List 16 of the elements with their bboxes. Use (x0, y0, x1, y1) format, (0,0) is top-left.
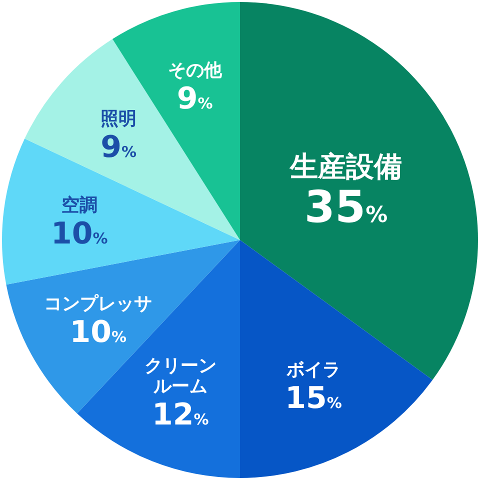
data-label: 10% (51, 216, 108, 252)
data-label: 35% (304, 182, 388, 233)
slice-label: 照明 (100, 108, 137, 130)
data-label: 10% (70, 314, 127, 350)
slice-label: クリーンルーム (144, 355, 216, 398)
slice-label: ボイラ (285, 360, 340, 381)
slice-label: 空調 (61, 195, 98, 216)
data-label: 12% (152, 398, 209, 433)
data-label: 15% (285, 381, 342, 416)
slice-label: その他 (168, 60, 223, 81)
data-label: 9% (100, 130, 137, 165)
pie-slice (240, 2, 478, 380)
slice-label: 生産設備 (289, 150, 402, 184)
slice-label: コンプレッサ (44, 293, 152, 314)
data-label: 9% (176, 81, 213, 116)
pie-slice (240, 240, 433, 478)
